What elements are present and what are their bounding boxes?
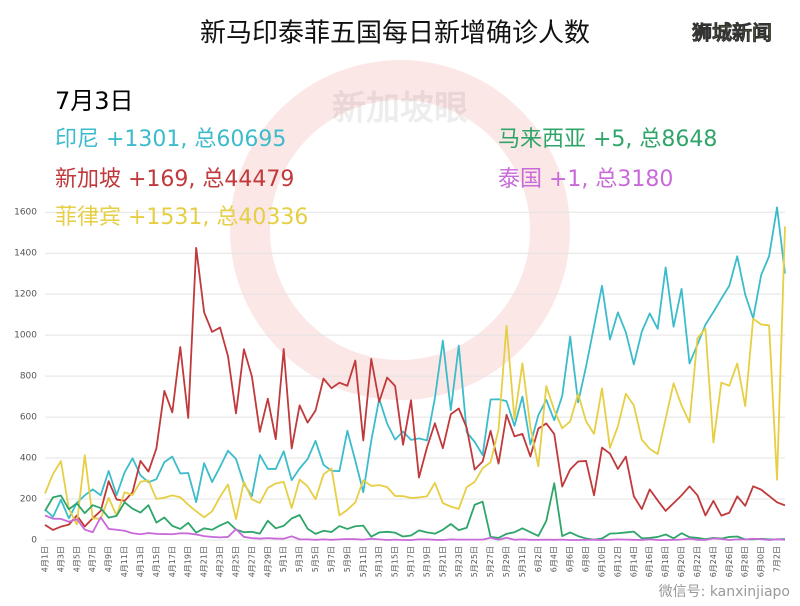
x-tick-label: 5月25日 [470,546,479,577]
watermark-ring [230,60,570,400]
x-tick-label: 4月5日 [72,546,81,572]
legend-entry: 新加坡 +169, 总44479 [55,167,294,192]
x-tick-label: 4月17日 [168,546,177,577]
y-tick-label: 800 [20,372,37,382]
y-tick-label: 1400 [14,249,37,259]
x-tick-label: 5月17日 [407,546,416,577]
subtitle: 7月3日 [55,87,134,115]
x-tick-label: 4月23日 [216,546,225,577]
legend-entry: 印尼 +1301, 总60695 [55,127,286,152]
x-tick-label: 6月16日 [645,546,654,577]
legend-entry: 菲律宾 +1531, 总40336 [55,205,308,230]
footer: 微信号: kanxinjiapo [659,584,790,600]
legend-entry: 马来西亚 +5, 总8648 [498,127,717,152]
x-tick-label: 4月7日 [88,546,97,572]
x-tick-label: 4月19日 [184,546,193,577]
x-tick-label: 6月2日 [534,546,543,572]
x-tick-label: 6月10日 [597,546,606,577]
x-tick-label: 6月28日 [741,546,750,577]
x-tick-label: 5月1日 [279,546,288,572]
y-tick-label: 200 [20,495,37,505]
x-tick-label: 5月31日 [518,546,527,577]
x-tick-label: 5月23日 [454,546,463,577]
chart-title: 新马印泰菲五国每日新增确诊人数 [200,19,590,49]
x-tick-label: 5月27日 [486,546,495,577]
x-tick-label: 6月4日 [550,546,559,572]
series-line [44,246,786,531]
x-tick-label: 6月12日 [613,546,622,577]
badge: 狮城新闻 [692,21,772,45]
x-tick-label: 5月29日 [502,546,511,577]
watermark: 新加坡眼 [332,89,468,129]
x-tick-label: 4月27日 [247,546,256,577]
y-tick-label: 600 [20,413,37,423]
x-tick-label: 6月14日 [629,546,638,577]
x-tick-label: 6月30日 [757,546,766,577]
x-tick-label: 4月15日 [152,546,161,577]
x-tick-label: 4月29日 [263,546,272,577]
x-tick-label: 6月26日 [725,546,734,577]
x-tick-label: 5月5日 [311,546,320,572]
x-tick-label: 4月13日 [136,546,145,577]
legend-entry: 泰国 +1, 总3180 [498,167,673,192]
series-line [44,514,786,541]
x-tick-label: 5月21日 [438,546,447,577]
x-tick-label: 5月19日 [422,546,431,577]
x-tick-label: 5月3日 [295,546,304,572]
x-tick-label: 6月24日 [709,546,718,577]
x-tick-label: 6月8日 [582,546,591,572]
x-tick-label: 6月20日 [677,546,686,577]
x-tick-label: 5月11日 [359,546,368,577]
x-tick-label: 4月3日 [56,546,65,572]
x-tick-label: 5月7日 [327,546,336,572]
y-tick-label: 1600 [14,208,37,218]
y-tick-label: 0 [31,536,37,546]
x-tick-label: 6月6日 [566,546,575,572]
y-tick-label: 400 [20,454,37,464]
x-tick-label: 5月9日 [343,546,352,572]
y-tick-label: 1200 [14,290,37,300]
x-tick-label: 4月1日 [41,546,50,572]
x-tick-label: 4月25日 [231,546,240,577]
series-line [44,482,786,541]
x-tick-label: 4月21日 [200,546,209,577]
x-tick-label: 6月22日 [693,546,702,577]
x-tick-label: 6月18日 [661,546,670,577]
x-tick-label: 5月15日 [391,546,400,577]
y-tick-label: 1000 [14,331,37,341]
x-tick-label: 4月9日 [104,546,113,572]
series-line [44,226,786,526]
x-tick-label: 7月2日 [773,546,782,572]
x-tick-label: 5月13日 [375,546,384,577]
x-tick-label: 4月11日 [120,546,129,577]
